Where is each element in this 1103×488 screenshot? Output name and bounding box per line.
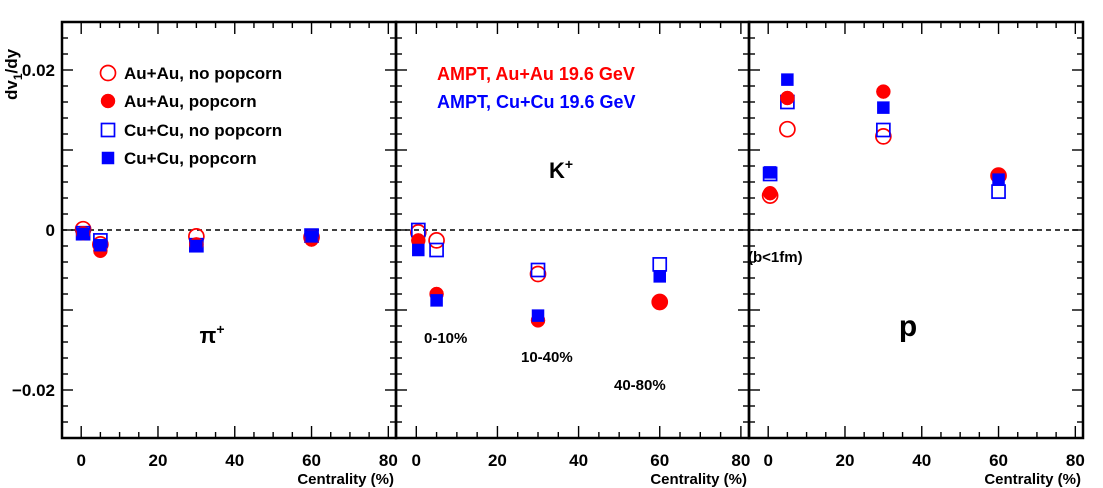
particle-charge: +: [565, 156, 573, 172]
y-tick-label: 0.02: [22, 61, 55, 80]
x-tick-label: 80: [379, 451, 398, 470]
centrality-annotation: 40-80%: [614, 377, 666, 394]
x-tick-label: 20: [836, 451, 855, 470]
x-axis-title: Centrality (%): [297, 471, 394, 488]
particle-charge: +: [216, 321, 224, 337]
legend-marker: [101, 151, 115, 165]
x-tick-label: 0: [76, 451, 85, 470]
data-point: [876, 122, 891, 138]
data-point: [651, 293, 669, 311]
data-point: [429, 242, 444, 258]
legend-item: Au+Au, popcorn: [100, 92, 257, 111]
legend-item: Cu+Cu, no popcorn: [100, 121, 282, 140]
y-axis-title-sub: 1: [11, 73, 25, 80]
y-axis-title-main: dv: [2, 80, 21, 100]
data-point: [76, 227, 90, 241]
legend-marker: [99, 64, 117, 82]
particle-name: p: [899, 310, 917, 343]
particle-name: K: [549, 158, 565, 183]
legend-label: Au+Au, popcorn: [124, 92, 257, 111]
x-tick-label: 0: [412, 451, 421, 470]
centrality-annotation: (b<1fm): [748, 249, 803, 266]
data-point: [876, 84, 891, 99]
x-axis-title: Centrality (%): [650, 471, 747, 488]
particle-label: p: [899, 310, 917, 343]
legend-label: Cu+Cu, popcorn: [124, 149, 257, 168]
data-point: [305, 230, 318, 243]
data-point: [763, 166, 777, 179]
x-tick-label: 60: [989, 451, 1008, 470]
centrality-annotation: 0-10%: [424, 330, 467, 347]
data-point: [530, 262, 546, 278]
data-point: [531, 309, 545, 322]
particle-name: π: [199, 323, 216, 348]
data-point: [190, 239, 203, 253]
data-point: [991, 184, 1006, 199]
x-tick-label: 80: [1066, 451, 1085, 470]
legend-label: Cu+Cu, no popcorn: [124, 121, 282, 140]
data-point: [428, 232, 445, 249]
y-tick-label: −0.02: [12, 381, 55, 400]
svg-text:dv1/dy: dv1/dy: [2, 48, 25, 100]
centrality-annotation: 10-40%: [521, 349, 573, 366]
data-point: [992, 173, 1005, 186]
y-tick-label: 0: [46, 221, 55, 240]
figure-title-line: AMPT, Au+Au 19.6 GeV: [437, 64, 635, 84]
x-tick-label: 20: [488, 451, 507, 470]
x-tick-label: 40: [569, 451, 588, 470]
data-point: [94, 238, 107, 252]
data-point: [430, 294, 443, 307]
y-axis-title-tail: /dy: [2, 48, 21, 73]
particle-label: π+: [199, 321, 224, 348]
x-tick-label: 40: [912, 451, 931, 470]
data-point: [875, 128, 892, 145]
data-point: [652, 294, 667, 310]
data-point: [653, 270, 666, 283]
x-axis-title: Centrality (%): [984, 471, 1081, 488]
data-point: [762, 185, 778, 201]
data-point: [529, 265, 547, 283]
particle-label: K+: [549, 156, 573, 183]
data-point: [779, 120, 796, 138]
x-tick-label: 40: [225, 451, 244, 470]
legend-marker: [100, 122, 116, 138]
x-tick-label: 0: [763, 451, 772, 470]
legend: Au+Au, no popcorn Au+Au, popcorn Cu+Cu, no…: [99, 64, 282, 168]
data-point: [877, 101, 890, 114]
x-tick-label: 60: [302, 451, 321, 470]
legend-item: Au+Au, no popcorn: [99, 64, 282, 83]
x-tick-label: 20: [149, 451, 168, 470]
legend-item: Cu+Cu, popcorn: [101, 149, 257, 168]
legend-marker: [100, 93, 116, 109]
x-tick-label: 80: [731, 451, 750, 470]
data-point: [412, 243, 425, 257]
figure-title-line: AMPT, Cu+Cu 19.6 GeV: [437, 92, 636, 112]
data-point: [781, 73, 794, 86]
y-axis-title: dv1/dy: [2, 48, 25, 100]
data-point: [652, 257, 668, 272]
legend-label: Au+Au, no popcorn: [124, 64, 282, 83]
x-tick-label: 60: [650, 451, 669, 470]
data-point: [780, 90, 795, 106]
